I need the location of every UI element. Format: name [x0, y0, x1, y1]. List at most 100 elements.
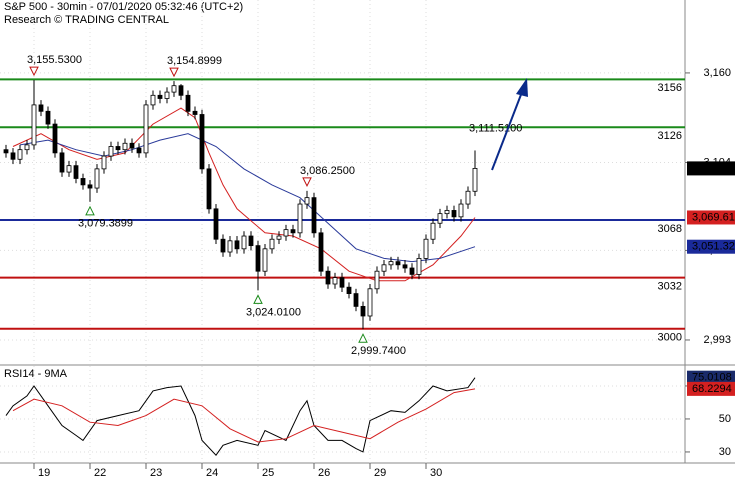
level-label: 3126: [658, 130, 682, 142]
candle-body: [227, 240, 233, 253]
chart-subtitle: Research © TRADING CENTRAL: [4, 14, 169, 26]
candle-body: [430, 222, 436, 240]
candle-body: [115, 146, 121, 151]
candle-body: [311, 197, 317, 234]
x-tick-label: 22: [94, 467, 106, 479]
annotation-label: 3,079.3899: [78, 218, 133, 230]
candle-body: [129, 142, 135, 149]
price-tag: [687, 210, 735, 225]
candle-body: [143, 104, 149, 154]
candle-body: [10, 152, 16, 160]
candle-body: [381, 264, 387, 272]
candle-body: [304, 197, 310, 205]
candle-body: [136, 147, 142, 154]
candle-body: [220, 238, 226, 253]
candle-body: [80, 178, 86, 186]
candle-body: [66, 165, 72, 173]
candle-body: [45, 110, 51, 125]
candle-body: [94, 168, 100, 189]
price-tag-label: 3,069.61: [692, 211, 735, 223]
x-tick-label: 19: [38, 467, 50, 479]
candle-body: [283, 229, 289, 237]
high-marker: [169, 67, 179, 78]
candle-body: [185, 94, 191, 112]
level-label: 3000: [658, 332, 682, 344]
candle-body: [367, 288, 373, 317]
x-tick-label: 25: [262, 467, 274, 479]
candle-body: [395, 261, 401, 266]
low-marker: [85, 205, 95, 216]
candle-body: [374, 270, 380, 290]
y-tick-label: 30: [719, 446, 731, 458]
price-tag-label: 3,100.29: [692, 162, 735, 174]
candle-body: [234, 240, 240, 250]
candle-body: [171, 85, 177, 93]
candle-body: [157, 94, 163, 99]
candle-body: [213, 208, 219, 240]
rsi-tag-label: 68.2294: [692, 383, 732, 395]
high-marker: [29, 66, 39, 77]
x-tick-label: 29: [374, 467, 386, 479]
chart-title: S&P 500 - 30min - 07/01/2020 05:32:46 (U…: [4, 1, 243, 13]
high-marker: [302, 177, 312, 187]
annotation-label: 3,024.0100: [246, 306, 301, 318]
rsi-title: RSI14 - 9MA: [4, 368, 68, 380]
candle-body: [388, 261, 394, 266]
candle-body: [199, 114, 205, 170]
y-tick-label: 2,993: [703, 334, 731, 346]
candle-body: [241, 235, 247, 250]
low-marker: [358, 333, 368, 343]
candle-body: [59, 152, 65, 173]
price-tag: [687, 239, 735, 254]
candle-body: [416, 258, 422, 275]
forecast-arrow: [491, 78, 528, 171]
x-tick-label: 30: [430, 467, 442, 479]
candle-body: [262, 248, 268, 272]
moving-average: [19, 133, 476, 263]
candle-body: [38, 104, 44, 112]
candle-body: [164, 91, 170, 99]
candle-body: [409, 267, 415, 275]
candle-body: [87, 184, 93, 189]
x-tick-label: 24: [206, 467, 218, 479]
candle-body: [444, 210, 450, 215]
x-tick-label: 26: [318, 467, 330, 479]
rsi-tag: [687, 370, 735, 385]
candle-body: [101, 155, 107, 170]
price-tag: [687, 161, 735, 176]
rsi-line: [5, 377, 476, 456]
candle-body: [423, 238, 429, 259]
candle-body: [192, 110, 198, 115]
candle-body: [248, 235, 254, 247]
candle-body: [360, 305, 366, 317]
candle-body: [339, 277, 345, 288]
candle-body: [73, 165, 79, 179]
candle-body: [276, 235, 282, 240]
candle-body: [290, 229, 296, 234]
candle-body: [318, 232, 324, 272]
candle-body: [178, 85, 184, 96]
candle-body: [206, 168, 212, 210]
candle-body: [150, 94, 156, 106]
candle-body: [255, 245, 261, 272]
candle-body: [297, 203, 303, 234]
rsi-tag-label: 75.0108: [692, 372, 732, 384]
annotation-label: 3,111.5100: [469, 122, 522, 134]
price-tag-label: 3,051.32: [692, 241, 735, 253]
candle-body: [122, 142, 128, 151]
candle-body: [325, 270, 331, 285]
candle-body: [108, 146, 114, 157]
candle-body: [332, 277, 338, 285]
low-marker: [253, 294, 263, 304]
candle-body: [353, 293, 359, 307]
candle-body: [402, 264, 408, 269]
annotation-label: 3,154.8999: [167, 55, 222, 67]
candle-body: [17, 149, 23, 160]
level-label: 3156: [658, 82, 682, 94]
candle-body: [3, 149, 9, 154]
rsi-line: [12, 388, 476, 443]
rsi-tag: [687, 381, 735, 396]
annotation-label: 3,086.2500: [300, 165, 355, 177]
